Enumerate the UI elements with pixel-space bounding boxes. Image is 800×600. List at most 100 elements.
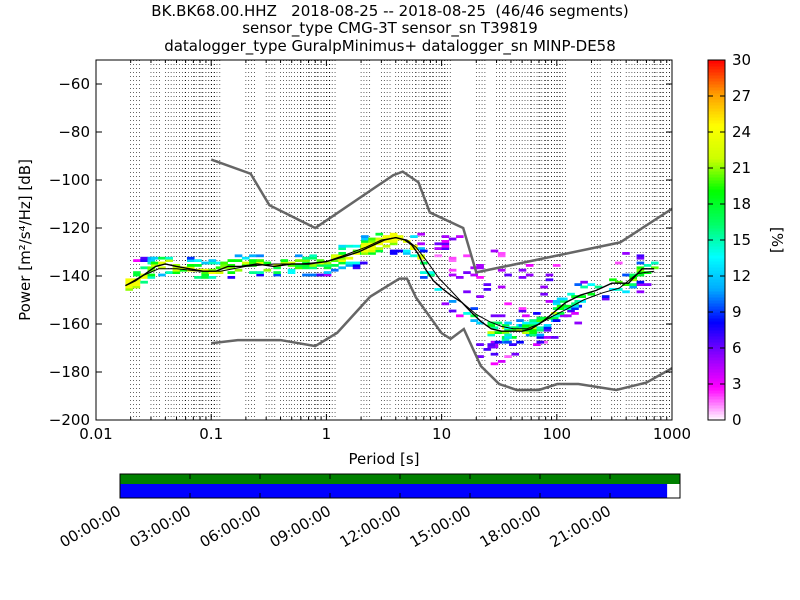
heat-cell bbox=[227, 271, 236, 274]
heat-cell bbox=[361, 252, 369, 255]
heat-cell bbox=[172, 266, 181, 270]
heat-cell bbox=[509, 328, 517, 332]
colorbar-segment bbox=[708, 318, 725, 322]
heat-cell bbox=[571, 307, 579, 310]
heat-cell bbox=[186, 266, 195, 270]
colorbar-tick-label: 3 bbox=[732, 375, 742, 393]
heat-cell bbox=[417, 247, 425, 250]
heat-cell bbox=[456, 276, 464, 279]
colorbar-segment bbox=[708, 279, 725, 283]
heat-cell bbox=[552, 319, 561, 322]
colorbar-segment bbox=[708, 63, 725, 67]
colorbar-segment bbox=[708, 336, 725, 340]
colorbar-segment bbox=[708, 414, 725, 418]
heat-cell bbox=[463, 312, 471, 315]
heat-cell bbox=[511, 326, 520, 330]
colorbar-segment bbox=[708, 270, 725, 274]
heat-cell bbox=[420, 249, 428, 253]
heat-cell bbox=[636, 271, 645, 274]
colorbar-segment bbox=[708, 378, 725, 382]
heat-cell bbox=[375, 247, 384, 250]
heat-cell bbox=[487, 333, 496, 337]
heat-cell bbox=[201, 276, 209, 279]
colorbar-segment bbox=[708, 192, 725, 196]
x-tick-label: 1000 bbox=[653, 425, 691, 443]
colorbar-segment bbox=[708, 363, 725, 367]
heat-cell bbox=[338, 252, 346, 255]
heat-cell bbox=[382, 235, 391, 238]
heat-cell bbox=[504, 321, 512, 325]
colorbar-segment bbox=[708, 276, 725, 280]
heat-cell bbox=[375, 237, 384, 241]
heat-cell bbox=[338, 247, 346, 250]
heat-cell bbox=[323, 271, 332, 274]
heat-cell bbox=[536, 316, 545, 320]
heat-cell bbox=[434, 242, 443, 246]
heat-cell bbox=[186, 264, 195, 267]
colorbar-tick-label: 24 bbox=[732, 123, 751, 141]
heat-cell bbox=[389, 249, 398, 253]
heat-cell bbox=[571, 295, 579, 298]
heat-cell bbox=[294, 254, 303, 258]
colorbar-segment bbox=[708, 81, 725, 85]
heat-cell bbox=[375, 242, 384, 246]
heat-cell bbox=[629, 285, 637, 289]
colorbar-segment bbox=[708, 156, 725, 160]
colorbar-segment bbox=[708, 411, 725, 415]
heat-cell bbox=[580, 280, 588, 284]
heat-cell bbox=[490, 352, 499, 356]
x-tick-label: 1 bbox=[322, 425, 332, 443]
heat-cell bbox=[622, 252, 630, 255]
colorbar-segment bbox=[708, 129, 725, 133]
colorbar-tick-label: 30 bbox=[732, 51, 751, 69]
heat-cell bbox=[256, 254, 264, 258]
heat-cell bbox=[483, 288, 492, 291]
heat-cell bbox=[629, 283, 637, 286]
colorbar-segment bbox=[708, 222, 725, 226]
colorbar-segment bbox=[708, 225, 725, 229]
colorbar-segment bbox=[708, 417, 725, 421]
heat-cell bbox=[476, 321, 484, 325]
heat-cell bbox=[302, 266, 310, 270]
heat-cell bbox=[172, 264, 181, 267]
heat-cell bbox=[636, 254, 645, 258]
heat-cell bbox=[536, 336, 545, 339]
heat-cell bbox=[417, 242, 425, 246]
colorbar-segment bbox=[708, 213, 725, 217]
heat-cell bbox=[476, 295, 484, 298]
heat-cell bbox=[545, 273, 554, 277]
heat-cell bbox=[165, 256, 173, 260]
colorbar-segment bbox=[708, 93, 725, 97]
colorbar-segment bbox=[708, 159, 725, 163]
heat-cell bbox=[395, 249, 404, 253]
heat-cell bbox=[476, 276, 484, 279]
colorbar-segment bbox=[708, 237, 725, 241]
heat-cell bbox=[361, 249, 369, 253]
heat-cell bbox=[536, 326, 545, 330]
heat-cell bbox=[552, 307, 561, 310]
heat-cell bbox=[497, 268, 506, 272]
colorbar-segment bbox=[708, 294, 725, 298]
heat-cell bbox=[456, 235, 464, 238]
heat-cell bbox=[147, 266, 156, 270]
colorbar-tick-label: 9 bbox=[732, 303, 742, 321]
heat-cell bbox=[456, 314, 464, 318]
heat-cell bbox=[345, 256, 354, 260]
colorbar-segment bbox=[708, 306, 725, 310]
heat-cell bbox=[448, 309, 457, 313]
heat-cell bbox=[476, 266, 484, 270]
heat-cell bbox=[382, 240, 391, 243]
heat-cell bbox=[316, 273, 325, 277]
heat-cell bbox=[614, 280, 623, 284]
heat-cell bbox=[158, 273, 166, 277]
heat-cell bbox=[330, 268, 339, 272]
heat-cell bbox=[504, 302, 512, 306]
heat-cell bbox=[487, 331, 496, 334]
heat-cell bbox=[389, 235, 398, 238]
heat-cell bbox=[578, 295, 586, 298]
heat-cell bbox=[201, 268, 209, 272]
colorbar-segment bbox=[708, 75, 725, 79]
colorbar-tick-label: 15 bbox=[732, 231, 751, 249]
heat-cell bbox=[509, 343, 517, 346]
heat-cell bbox=[536, 328, 545, 332]
